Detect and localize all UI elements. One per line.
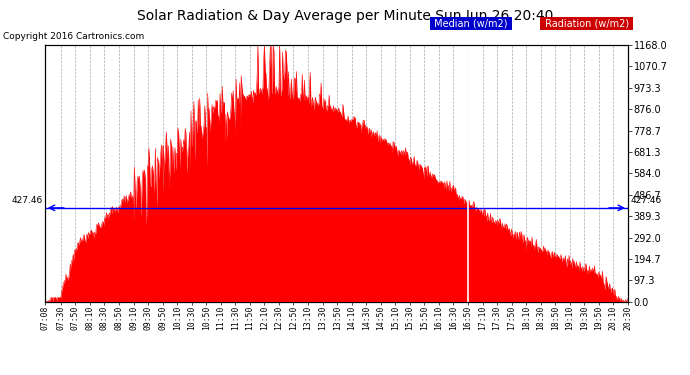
Text: Radiation (w/m2): Radiation (w/m2): [542, 18, 632, 28]
Text: 427.46: 427.46: [12, 196, 43, 205]
Text: 427.46: 427.46: [630, 196, 661, 205]
Text: Copyright 2016 Cartronics.com: Copyright 2016 Cartronics.com: [3, 32, 145, 41]
Text: Solar Radiation & Day Average per Minute Sun Jun 26 20:40: Solar Radiation & Day Average per Minute…: [137, 9, 553, 23]
Text: Median (w/m2): Median (w/m2): [431, 18, 511, 28]
